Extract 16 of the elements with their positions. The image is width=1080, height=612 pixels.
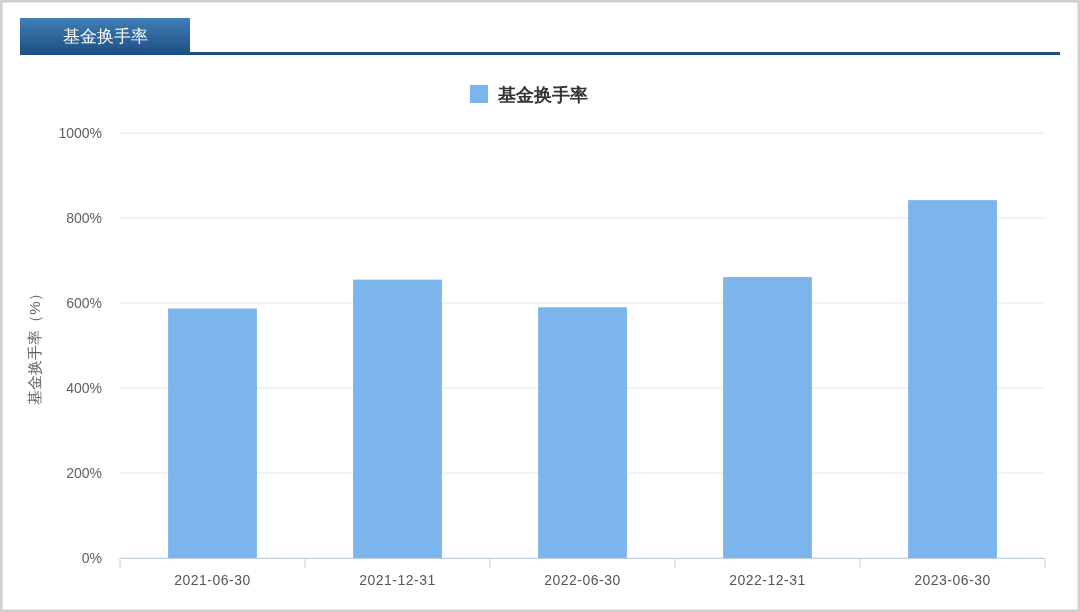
y-axis-title: 基金换手率（%）: [26, 286, 43, 405]
title-tab: 基金换手率: [20, 18, 190, 54]
x-tick-label: 2021-12-31: [359, 572, 436, 588]
chart-title: 基金换手率: [62, 27, 148, 46]
x-tick-label: 2022-06-30: [544, 572, 621, 588]
y-tick-label: 800%: [66, 210, 102, 226]
y-tick-label: 600%: [66, 295, 102, 311]
y-tick-label: 400%: [66, 380, 102, 396]
x-tick-label: 2023-06-30: [914, 572, 991, 588]
legend-label: 基金换手率: [497, 85, 588, 105]
y-tick-label: 1000%: [58, 125, 102, 141]
x-tick-label: 2021-06-30: [174, 572, 251, 588]
y-tick-label: 0%: [81, 550, 102, 566]
legend: 基金换手率: [470, 85, 588, 105]
x-tick-label: 2022-12-31: [729, 572, 806, 588]
y-tick-label: 200%: [66, 465, 102, 481]
